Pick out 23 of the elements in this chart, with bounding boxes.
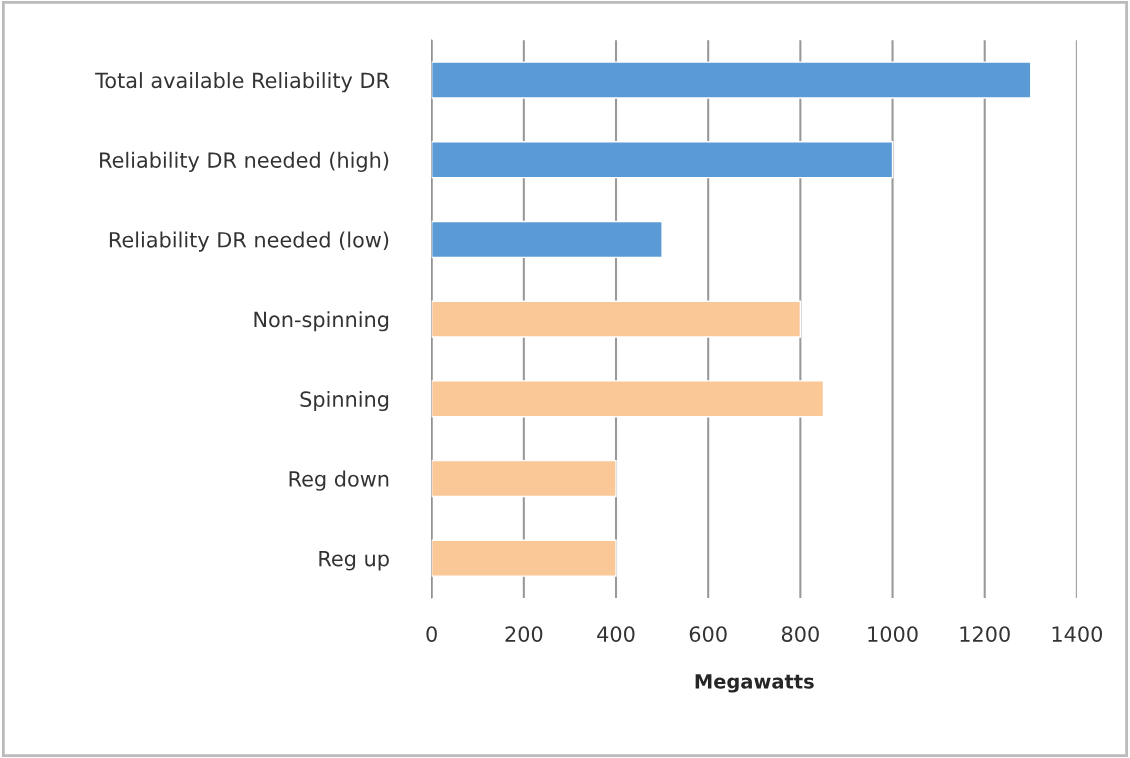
bar — [431, 539, 617, 577]
bar — [431, 300, 802, 338]
x-tick-label: 1200 — [960, 626, 1010, 642]
y-tick-label: Total available Reliability DR — [95, 72, 390, 93]
y-tick-label: Reg up — [319, 550, 389, 571]
x-tick-label: 200 — [505, 626, 543, 642]
x-axis-title: Megawatts — [695, 674, 814, 693]
x-tick-label: 400 — [597, 626, 635, 642]
y-tick-label: Reliability DR needed (low) — [109, 231, 389, 252]
y-tick-label: Spinning — [300, 390, 389, 412]
bar — [431, 141, 894, 179]
x-tick-label: 0 — [426, 626, 437, 642]
x-tick-label: 1000 — [868, 626, 918, 642]
bar — [431, 459, 617, 498]
x-tick-label: 600 — [689, 626, 727, 642]
bar — [431, 61, 1032, 99]
y-tick-label: Reliability DR needed (high) — [100, 151, 389, 172]
x-tick-label: 800 — [781, 626, 819, 642]
y-tick-label: Reg down — [289, 470, 389, 491]
y-tick-label: Non-spinning — [254, 311, 389, 332]
bar — [431, 220, 663, 259]
bar — [431, 380, 825, 418]
x-tick-label: 1400 — [1052, 626, 1103, 642]
